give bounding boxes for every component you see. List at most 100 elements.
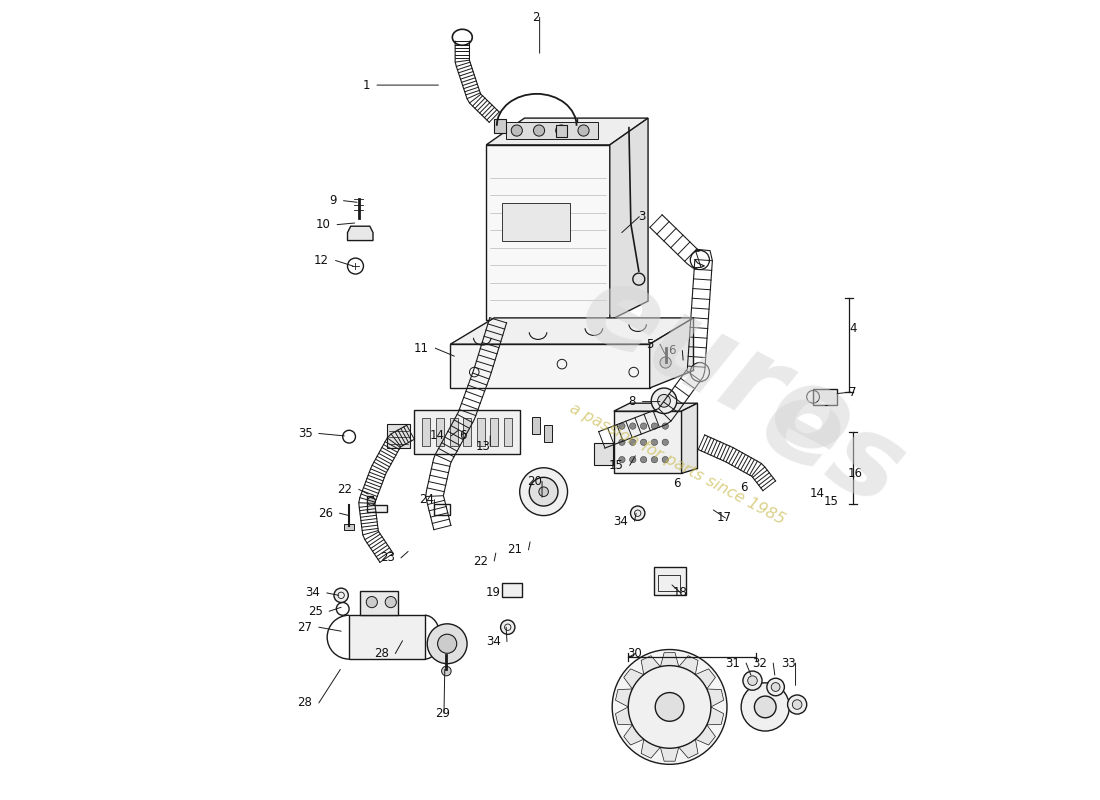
Text: 30: 30 [627,647,641,660]
Text: 12: 12 [315,254,329,267]
Circle shape [788,695,806,714]
Polygon shape [679,739,699,758]
Circle shape [618,423,625,430]
Text: 28: 28 [374,647,389,660]
Bar [614,411,682,474]
Circle shape [658,394,670,407]
Text: 1: 1 [363,78,371,91]
Bar [494,119,506,134]
Text: 5: 5 [647,338,653,350]
Bar [504,418,512,446]
Text: 16: 16 [847,467,862,480]
Bar [344,523,354,530]
Circle shape [741,683,790,731]
Text: 22: 22 [338,482,352,496]
Text: 20: 20 [527,475,542,488]
Bar [349,615,425,659]
Circle shape [628,666,711,748]
Text: 24: 24 [419,493,435,506]
Circle shape [539,487,549,497]
Circle shape [578,125,590,136]
Circle shape [618,457,625,463]
Bar [658,575,680,591]
Circle shape [651,439,658,446]
Circle shape [366,597,377,608]
Circle shape [441,666,451,676]
Polygon shape [616,689,632,707]
Circle shape [640,439,647,446]
Text: 8: 8 [629,395,636,408]
Text: 31: 31 [725,657,739,670]
Circle shape [651,388,676,414]
Circle shape [656,693,684,722]
Polygon shape [650,318,693,388]
Circle shape [629,457,636,463]
Polygon shape [707,689,724,707]
Bar [436,418,444,446]
Text: 32: 32 [752,657,767,670]
Circle shape [630,506,645,520]
Bar [422,418,430,446]
Text: 22: 22 [473,554,487,567]
Circle shape [748,676,757,686]
Text: 6: 6 [669,344,676,357]
Polygon shape [450,344,650,388]
Circle shape [438,634,456,654]
Circle shape [651,423,658,430]
Bar [503,202,570,242]
Circle shape [662,457,669,463]
Text: 19: 19 [485,586,501,599]
Polygon shape [679,656,699,674]
Text: 29: 29 [436,707,450,720]
Bar [594,443,613,466]
Polygon shape [614,403,697,411]
Text: 7: 7 [849,386,857,398]
Text: 34: 34 [306,586,320,599]
Polygon shape [624,725,644,745]
Circle shape [613,650,727,764]
Text: euro: euro [562,250,872,486]
Bar [463,418,471,446]
Circle shape [629,439,636,446]
Polygon shape [641,656,660,674]
Text: 15: 15 [824,494,838,508]
Polygon shape [616,707,632,725]
Text: 21: 21 [507,543,522,556]
Circle shape [618,439,625,446]
Bar [543,425,551,442]
Polygon shape [609,118,648,320]
Circle shape [534,125,544,136]
Bar [386,424,410,448]
Circle shape [519,468,568,515]
Circle shape [334,588,349,602]
Polygon shape [660,747,679,761]
Text: 6: 6 [673,478,681,490]
Text: a passion for parts since 1985: a passion for parts since 1985 [568,401,788,527]
Polygon shape [695,725,715,745]
Circle shape [767,678,784,696]
Polygon shape [366,496,387,512]
Bar [813,389,837,405]
Circle shape [500,620,515,634]
Bar [361,591,398,615]
Bar [450,418,458,446]
Polygon shape [450,318,693,344]
Polygon shape [348,226,373,241]
Text: 11: 11 [414,342,429,354]
Text: 9: 9 [330,194,337,207]
Text: 3: 3 [638,210,646,223]
Bar [503,582,522,597]
Polygon shape [486,145,609,320]
Circle shape [367,498,375,506]
Bar [415,410,519,454]
Circle shape [385,597,396,608]
Circle shape [629,423,636,430]
Text: 25: 25 [308,605,322,618]
Bar [531,417,540,434]
Text: 17: 17 [717,511,732,525]
Bar [653,567,685,595]
Polygon shape [660,653,679,666]
Circle shape [660,357,671,368]
Text: es: es [742,365,923,531]
Bar [476,418,485,446]
